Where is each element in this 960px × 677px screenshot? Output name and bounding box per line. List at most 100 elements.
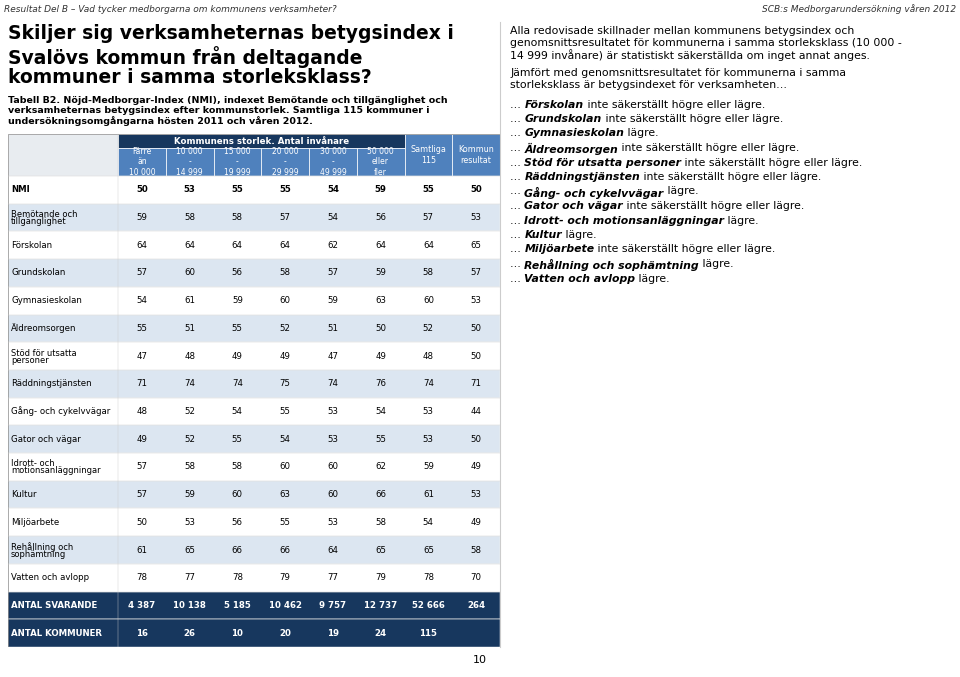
Text: 59: 59 (374, 185, 387, 194)
Text: Gång- och cykelvvägar: Gång- och cykelvvägar (524, 186, 663, 198)
Text: Äldreomsorgen: Äldreomsorgen (11, 324, 77, 333)
Text: 64: 64 (422, 241, 434, 250)
Text: Räddningstjänsten: Räddningstjänsten (11, 379, 91, 389)
Text: storleksklass är betygsindexet för verksamheten…: storleksklass är betygsindexet för verks… (510, 80, 787, 90)
Text: 58: 58 (375, 518, 386, 527)
Text: Räddningstjänsten: Räddningstjänsten (524, 172, 640, 182)
Text: 53: 53 (470, 213, 482, 222)
Text: NMI: NMI (11, 185, 30, 194)
Text: Grundskolan: Grundskolan (11, 269, 65, 278)
Text: …: … (510, 114, 524, 124)
Text: inte säkerställt högre eller lägre.: inte säkerställt högre eller lägre. (623, 201, 804, 211)
Text: 54: 54 (136, 296, 148, 305)
Text: Idrott- och: Idrott- och (11, 460, 55, 468)
Text: 19: 19 (326, 629, 339, 638)
Bar (404, 134, 452, 176)
Text: Kultur: Kultur (11, 490, 36, 499)
Text: personer: personer (11, 355, 49, 365)
Text: 15 000
-
19 999: 15 000 - 19 999 (224, 147, 251, 177)
Bar (8, 204, 500, 232)
Text: 74: 74 (422, 379, 434, 389)
Bar (8, 134, 118, 176)
Text: 55: 55 (231, 185, 243, 194)
Bar (8, 315, 500, 343)
Text: lägre.: lägre. (624, 129, 659, 139)
Bar (166, 148, 213, 176)
Text: 78: 78 (136, 573, 148, 582)
Text: 65: 65 (184, 546, 195, 554)
Text: 71: 71 (136, 379, 148, 389)
Text: 55: 55 (422, 185, 434, 194)
Text: Stöd för utsatta personer: Stöd för utsatta personer (524, 158, 682, 167)
Text: 79: 79 (375, 573, 386, 582)
Text: 61: 61 (422, 490, 434, 499)
Text: 79: 79 (279, 573, 291, 582)
Text: Svalövs kommun från deltagande: Svalövs kommun från deltagande (8, 46, 363, 68)
Text: 50: 50 (136, 518, 148, 527)
Text: 78: 78 (422, 573, 434, 582)
Bar (8, 453, 500, 481)
Text: sophämtning: sophämtning (11, 550, 66, 559)
Text: 49: 49 (375, 351, 386, 361)
Text: Bemötande och: Bemötande och (11, 210, 78, 219)
Text: lägre.: lägre. (699, 259, 733, 269)
Text: inte säkerställt högre eller lägre.: inte säkerställt högre eller lägre. (682, 158, 863, 167)
Text: 50: 50 (470, 435, 482, 443)
Text: Samtliga
115: Samtliga 115 (411, 146, 446, 165)
Bar (213, 148, 261, 176)
Text: 56: 56 (375, 213, 386, 222)
Text: inte säkerställt högre eller lägre.: inte säkerställt högre eller lägre. (640, 172, 822, 182)
Text: 48: 48 (136, 407, 148, 416)
Text: 49: 49 (470, 518, 482, 527)
Text: …: … (510, 230, 524, 240)
Text: undersökningsomgångarna hösten 2011 och våren 2012.: undersökningsomgångarna hösten 2011 och … (8, 116, 313, 126)
Text: 57: 57 (136, 490, 148, 499)
Text: 50 000
eller
fler: 50 000 eller fler (368, 147, 394, 177)
Text: Gång- och cykelvvägar: Gång- och cykelvvägar (11, 407, 110, 416)
Text: 53: 53 (327, 407, 338, 416)
Text: 44: 44 (470, 407, 482, 416)
Text: 4 387: 4 387 (129, 601, 156, 610)
Text: 64: 64 (327, 546, 338, 554)
Text: 53: 53 (470, 296, 482, 305)
Text: 54: 54 (375, 407, 386, 416)
Text: 115: 115 (420, 629, 438, 638)
Bar (118, 134, 404, 148)
Text: Gymnasieskolan: Gymnasieskolan (11, 296, 82, 305)
Text: 50: 50 (470, 185, 482, 194)
Text: 9 757: 9 757 (320, 601, 347, 610)
Text: Kommunens storlek. Antal invånare: Kommunens storlek. Antal invånare (174, 137, 348, 146)
Text: 74: 74 (232, 379, 243, 389)
Text: 56: 56 (232, 269, 243, 278)
Bar (8, 134, 500, 647)
Text: 58: 58 (232, 213, 243, 222)
Text: 51: 51 (184, 324, 195, 333)
Text: Gator och vägar: Gator och vägar (524, 201, 623, 211)
Text: 59: 59 (184, 490, 195, 499)
Text: 62: 62 (375, 462, 386, 471)
Text: 59: 59 (423, 462, 434, 471)
Text: 58: 58 (422, 269, 434, 278)
Text: 65: 65 (422, 546, 434, 554)
Text: 52: 52 (184, 435, 195, 443)
Text: 56: 56 (232, 518, 243, 527)
Text: SCB:s Medborgarundersökning våren 2012: SCB:s Medborgarundersökning våren 2012 (762, 4, 956, 14)
Bar (452, 134, 500, 176)
Text: 59: 59 (375, 269, 386, 278)
Text: 49: 49 (232, 351, 243, 361)
Text: 60: 60 (184, 269, 195, 278)
Text: kommuner i samma storleksklass?: kommuner i samma storleksklass? (8, 68, 372, 87)
Text: ANTAL KOMMUNER: ANTAL KOMMUNER (11, 629, 102, 638)
Text: 54: 54 (422, 518, 434, 527)
Text: 49: 49 (470, 462, 482, 471)
Text: Resultat Del B – Vad tycker medborgarna om kommunens verksamheter?: Resultat Del B – Vad tycker medborgarna … (4, 5, 337, 14)
Text: 30 000
-
49 999: 30 000 - 49 999 (320, 147, 347, 177)
Text: 66: 66 (375, 490, 386, 499)
Text: 59: 59 (232, 296, 243, 305)
Bar (8, 287, 500, 315)
Text: Miljöarbete: Miljöarbete (524, 244, 594, 255)
Bar (118, 148, 166, 176)
Text: 54: 54 (326, 185, 339, 194)
Text: 55: 55 (232, 324, 243, 333)
Text: Alla redovisade skillnader mellan kommunens betygsindex och: Alla redovisade skillnader mellan kommun… (510, 26, 854, 36)
